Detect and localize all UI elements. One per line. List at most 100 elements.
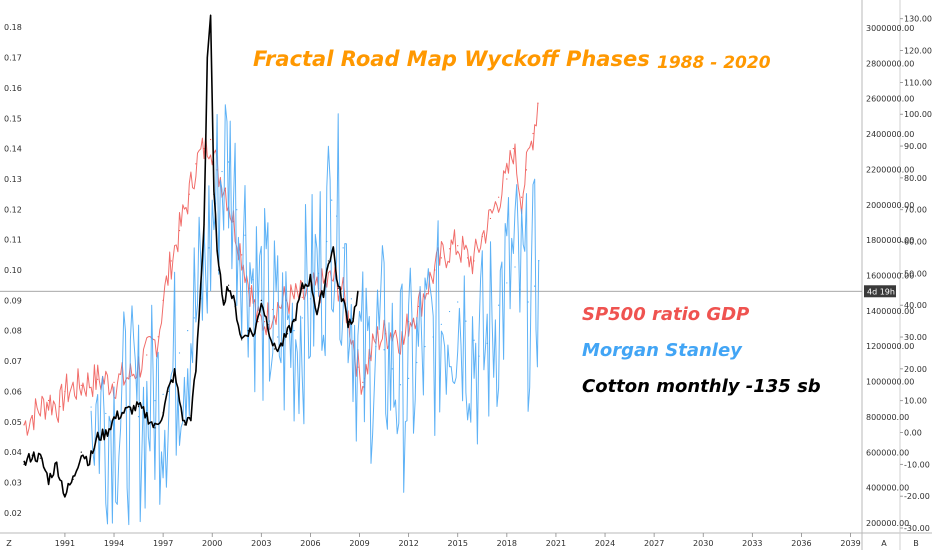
data-point bbox=[457, 245, 459, 247]
price-line-label: 4d 19h bbox=[867, 287, 895, 296]
right-axis-tick-label: 0.00 bbox=[904, 429, 922, 438]
data-point bbox=[481, 236, 483, 238]
data-point bbox=[385, 333, 387, 335]
data-point bbox=[486, 342, 488, 344]
data-point bbox=[224, 187, 226, 189]
data-point bbox=[254, 333, 256, 335]
mid-axis-tick-label: 2000000.00 bbox=[866, 201, 914, 210]
data-point bbox=[525, 169, 528, 171]
data-point bbox=[59, 406, 61, 408]
data-point bbox=[206, 56, 208, 59]
axes[interactable]: 0.02 0.03 0.04 0.05 0.06 0.07 0.08 0.09 0.10 0.11… bbox=[4, 15, 932, 548]
data-point bbox=[301, 287, 303, 289]
data-point bbox=[260, 299, 262, 301]
data-point bbox=[247, 330, 249, 332]
data-point bbox=[440, 257, 442, 259]
data-point bbox=[162, 393, 164, 395]
data-point bbox=[47, 478, 50, 481]
data-point bbox=[478, 355, 480, 357]
data-point bbox=[383, 349, 385, 351]
left-axis-tick-label: 0.17 bbox=[4, 54, 22, 63]
corner-label[interactable]: A bbox=[881, 539, 887, 548]
data-point bbox=[293, 330, 295, 332]
right-axis-tick-label: 90.00 bbox=[904, 142, 927, 151]
data-point bbox=[47, 399, 50, 402]
data-point bbox=[363, 377, 366, 380]
mid-axis-tick-label: 2200000.00 bbox=[866, 165, 914, 174]
x-axis-tick-label: 1997 bbox=[153, 539, 173, 548]
right-axis-tick-label: 100.00 bbox=[904, 110, 932, 119]
data-point bbox=[403, 342, 405, 344]
left-axis-tick-label: 0.02 bbox=[4, 509, 22, 518]
x-axis-tick-label: 2009 bbox=[349, 539, 369, 548]
right-axis-tick-label: 130.00 bbox=[904, 15, 932, 24]
left-axis-tick-label: 0.09 bbox=[4, 296, 22, 305]
data-point bbox=[331, 199, 333, 201]
x-axis-tick-label: 2021 bbox=[546, 539, 566, 548]
data-point bbox=[64, 390, 66, 393]
left-axis-tick-label: 0.13 bbox=[4, 175, 22, 184]
x-axis-tick-label: 2039 bbox=[840, 539, 860, 548]
data-point bbox=[498, 304, 500, 306]
data-point bbox=[473, 260, 475, 262]
data-point bbox=[121, 412, 123, 414]
right-axis-tick-label: 50.00 bbox=[904, 269, 927, 278]
data-point bbox=[322, 290, 325, 292]
data-point bbox=[257, 321, 259, 323]
data-point bbox=[188, 193, 190, 195]
data-point bbox=[263, 321, 266, 323]
left-axis-tick-label: 0.11 bbox=[4, 236, 22, 245]
data-point bbox=[223, 299, 225, 301]
data-point bbox=[416, 361, 418, 364]
mid-axis-tick-label: 400000.00 bbox=[866, 484, 909, 493]
data-point bbox=[203, 223, 205, 226]
data-point bbox=[514, 266, 516, 268]
left-axis-tick-label: 0.06 bbox=[4, 387, 22, 396]
data-point bbox=[512, 148, 514, 150]
data-point bbox=[506, 282, 508, 284]
data-point bbox=[234, 305, 236, 308]
data-point bbox=[23, 424, 25, 426]
data-point bbox=[432, 336, 434, 338]
data-point bbox=[357, 349, 359, 351]
data-point bbox=[327, 260, 330, 262]
mid-axis-tick-label: 800000.00 bbox=[866, 413, 909, 422]
data-point bbox=[221, 170, 223, 173]
data-point bbox=[457, 301, 459, 303]
data-point bbox=[178, 399, 181, 402]
right-axis-tick-label: -30.00 bbox=[904, 524, 930, 533]
right-axis-tick-label: 40.00 bbox=[904, 301, 927, 310]
data-point bbox=[268, 320, 271, 322]
data-point bbox=[506, 178, 508, 180]
x-axis-tick-label: 2027 bbox=[644, 539, 664, 548]
data-point bbox=[316, 311, 318, 314]
data-point bbox=[190, 415, 192, 417]
x-axis-tick-label: 2003 bbox=[251, 539, 271, 548]
corner-label[interactable]: B bbox=[913, 539, 919, 548]
data-point bbox=[178, 352, 181, 354]
data-point bbox=[340, 287, 343, 289]
chart-subtitle: 1988 - 2020 bbox=[657, 53, 771, 73]
data-point bbox=[399, 384, 402, 386]
annotations: Fractal Road Map Wyckoff Phases 1988 - 2… bbox=[253, 47, 821, 397]
data-point bbox=[286, 333, 289, 335]
data-point bbox=[318, 272, 320, 274]
data-point bbox=[498, 196, 500, 198]
data-point bbox=[72, 478, 74, 481]
data-point bbox=[209, 138, 212, 141]
data-point bbox=[203, 148, 205, 150]
data-point bbox=[137, 406, 140, 408]
x-axis-tick-label: 2015 bbox=[448, 539, 468, 548]
data-point bbox=[252, 279, 254, 281]
right-axis-tick-label: -10.00 bbox=[904, 460, 930, 469]
data-point bbox=[352, 317, 354, 320]
mid-axis-tick-label: 2600000.00 bbox=[866, 95, 914, 104]
data-point bbox=[241, 339, 243, 341]
x-axis-tick-label: 1991 bbox=[55, 539, 75, 548]
data-point bbox=[113, 381, 115, 383]
data-point bbox=[146, 415, 148, 417]
data-point bbox=[519, 288, 521, 290]
corner-label[interactable]: Z bbox=[6, 539, 12, 548]
data-point bbox=[183, 424, 185, 426]
data-point bbox=[178, 229, 181, 232]
